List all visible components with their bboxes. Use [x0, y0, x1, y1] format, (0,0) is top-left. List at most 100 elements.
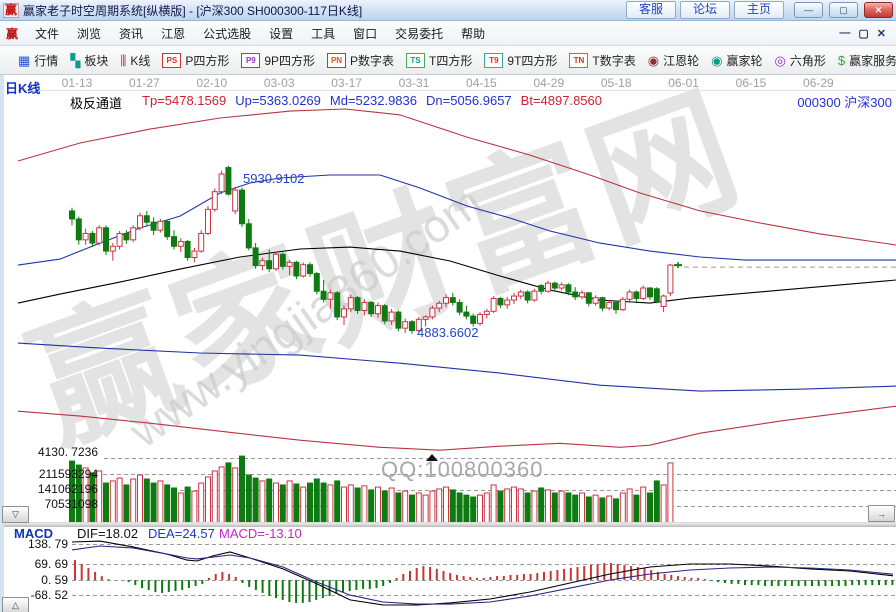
menu-item[interactable]: 设置: [269, 26, 294, 41]
toolbar-item-t-number[interactable]: TN T数字表: [563, 52, 641, 69]
volume-bar: [123, 484, 130, 524]
candle-body: [266, 260, 273, 270]
candle-body: [633, 291, 640, 299]
candle-body: [599, 297, 606, 309]
candle-body: [157, 220, 164, 231]
menu-item[interactable]: 公式选股: [203, 26, 252, 41]
volume-bar: [334, 480, 341, 524]
volume-bar: [558, 490, 565, 524]
toolbar-item-gann-wheel[interactable]: ◉ 江恩轮: [647, 52, 700, 68]
volume-bar: [273, 482, 279, 524]
mdi-minimize-icon[interactable]: —: [839, 26, 851, 39]
toolbar: ▦ 行情 ▚ 板块 ⫼ K线 PS P四方形 P9 9P四方形 PN P数字表 TS T四方形 T9 9T四方…: [0, 46, 896, 75]
menu-item[interactable]: 帮助: [461, 26, 486, 41]
menu-item[interactable]: 文件: [35, 26, 60, 41]
volume-bar: [497, 490, 504, 524]
candle-body: [565, 284, 572, 293]
toolbar-item-t9-square[interactable]: T9 9T四方形: [478, 52, 563, 69]
candle-body: [171, 236, 177, 247]
maximize-button[interactable]: ▢: [829, 2, 858, 18]
candle-body: [347, 297, 354, 310]
volume-bar: [443, 486, 449, 524]
macd-expand-button[interactable]: △: [2, 597, 29, 612]
t9-square-icon: T9: [484, 52, 504, 68]
candle-body: [429, 307, 436, 318]
candle-body: [504, 299, 511, 306]
candle-body: [184, 240, 191, 259]
candle-body: [551, 282, 558, 289]
volume-bar: [347, 484, 354, 524]
candle-body: [477, 314, 483, 324]
toolbar-item-winner-wheel[interactable]: ◉ 赢家轮: [711, 52, 763, 68]
service-button-主页[interactable]: 主页: [733, 1, 784, 19]
menu-item[interactable]: 江恩: [161, 26, 186, 41]
low-annotation: 4883.6602: [417, 325, 479, 340]
mdi-close-icon[interactable]: ✕: [876, 27, 886, 40]
candle-body: [137, 215, 143, 229]
candle-body: [517, 291, 524, 297]
volume-bar: [388, 487, 395, 524]
macd-pane-label[interactable]: MACD: [14, 526, 53, 541]
candle-body: [572, 291, 579, 298]
scroll-right-button[interactable]: →: [868, 505, 895, 522]
kline-icon: ⫼: [120, 52, 127, 68]
date-tick-label: 05-18: [600, 76, 632, 90]
volume-bar: [511, 486, 517, 524]
menu-item[interactable]: 工具: [311, 26, 336, 41]
menu-item[interactable]: 资讯: [119, 26, 144, 41]
menu-item[interactable]: 浏览: [77, 26, 102, 41]
toolbar-item-hexagon[interactable]: ◎ 六角形: [774, 52, 826, 68]
candle-body: [320, 290, 327, 300]
menu-item[interactable]: 窗口: [353, 26, 378, 41]
toolbar-item-t-square[interactable]: TS T四方形: [400, 52, 478, 69]
candle-body: [327, 292, 334, 300]
channel-line-md: [17, 246, 896, 304]
volume-bar: [524, 492, 531, 524]
candle-body: [613, 301, 619, 311]
toolbar-item-service-dollar[interactable]: $ 赢家服务: [837, 52, 896, 68]
service-button-客服[interactable]: 客服: [625, 1, 676, 19]
volume-bar: [483, 492, 490, 524]
menu-item[interactable]: 交易委托: [395, 26, 444, 41]
toolbar-item-p9-square[interactable]: P9 9P四方形: [235, 52, 321, 69]
candle-body: [585, 292, 592, 304]
candle-body: [69, 210, 75, 220]
pane-divider[interactable]: [0, 522, 896, 527]
candle-body: [177, 240, 184, 247]
volume-scale-label: 4130. 7236: [37, 445, 98, 459]
candle-body: [443, 297, 449, 304]
candle-body: [626, 291, 633, 300]
minimize-button[interactable]: —: [794, 2, 823, 18]
volume-bar: [606, 495, 613, 524]
volume-bar: [667, 462, 674, 524]
volume-scale-label: 70531098: [44, 497, 98, 511]
mdi-restore-icon[interactable]: ▢: [858, 27, 869, 40]
toolbar-item-quote-grid[interactable]: ▦ 行情: [18, 52, 59, 68]
quote-grid-icon: ▦: [18, 52, 31, 68]
volume-collapse-button[interactable]: ▽: [2, 506, 29, 523]
channel-values: Tp=5478.1569 Up=5363.0269 Md=5232.9836 Dn=5…: [142, 93, 602, 108]
volume-bar: [341, 486, 347, 524]
close-button[interactable]: ✕: [864, 2, 893, 18]
period-label[interactable]: 日K线: [5, 81, 41, 96]
volume-bar: [300, 486, 307, 524]
volume-bar: [456, 492, 463, 524]
volume-bar: [354, 487, 361, 524]
toolbar-item-p-square[interactable]: PS P四方形: [156, 52, 235, 69]
candle-body: [647, 287, 653, 298]
p-number-icon: PN: [327, 52, 347, 68]
candle-body: [198, 232, 205, 252]
date-tick-label: 02-10: [196, 76, 228, 90]
date-tick-label: 06-15: [735, 76, 767, 90]
toolbar-item-p-number[interactable]: PN P数字表: [321, 52, 400, 69]
candle-body: [313, 273, 320, 292]
toolbar-item-blocks[interactable]: ▚ 板块: [70, 52, 109, 68]
candle-body: [558, 284, 565, 289]
candle-body: [579, 292, 585, 298]
date-tick-label: 03-17: [331, 76, 362, 90]
candle-body: [497, 297, 504, 306]
toolbar-item-kline[interactable]: ⫼ K线: [120, 52, 151, 68]
service-button-论坛[interactable]: 论坛: [679, 1, 730, 19]
chart-canvas: [17, 90, 896, 606]
